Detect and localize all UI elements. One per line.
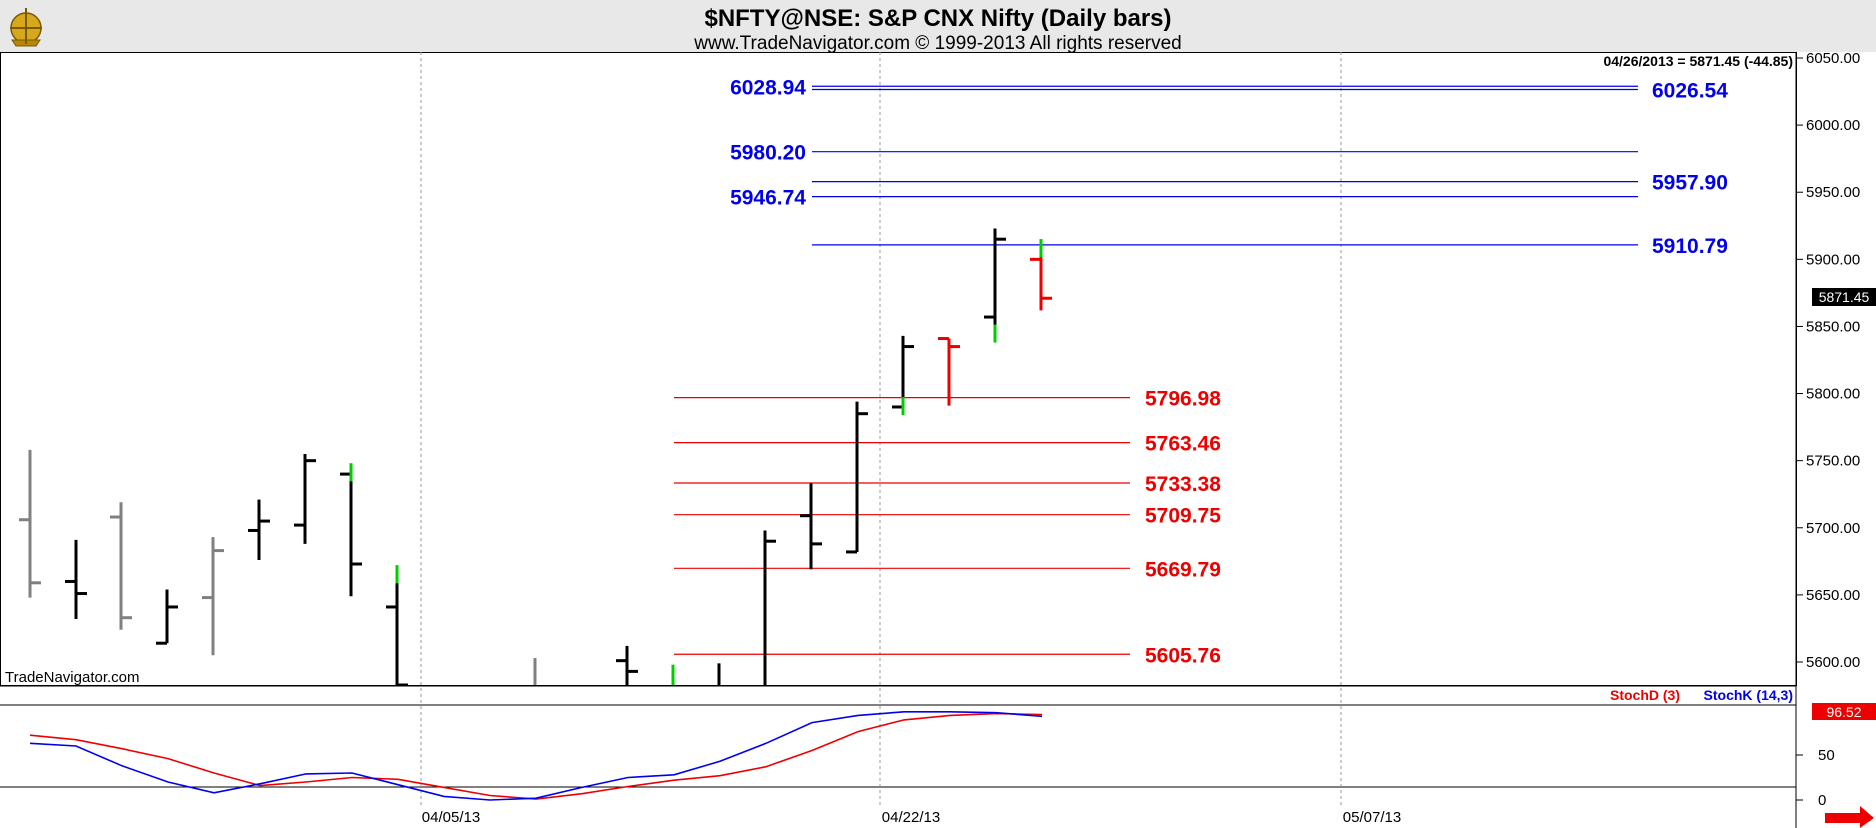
red-level-label: 5669.79 [1145, 558, 1221, 581]
ohlc-bar [340, 463, 362, 597]
vertical-gridlines [420, 52, 1342, 805]
last-price-info: 04/26/2013 = 5871.45 (-44.85) [1603, 53, 1793, 69]
ohlc-bar [1030, 239, 1052, 311]
stoch-series-line [29, 712, 1043, 800]
price-tick-label: 5700.00 [1806, 520, 1860, 537]
ohlc-bar [156, 589, 178, 645]
price-tick-label: 6050.00 [1806, 50, 1860, 67]
price-tick-label: 5950.00 [1806, 184, 1860, 201]
blue-level-label: 6028.94 [730, 76, 806, 99]
fib-levels: 6028.94 6026.54 5980.20 5957.90 5946.74 5910.… [674, 76, 1728, 667]
ohlc-bar [616, 645, 638, 685]
chart-subtitle: www.TradeNavigator.com © 1999-2013 All r… [693, 33, 1181, 54]
ohlc-bar [248, 499, 270, 560]
price-tick-label: 5900.00 [1806, 251, 1860, 268]
stoch-last-tag-bg [1812, 703, 1876, 720]
ohlc-bar [65, 539, 87, 620]
price-tick-label: 6000.00 [1806, 117, 1860, 134]
last-price-tag: 5871.45 [1819, 289, 1870, 305]
ohlc-bar [938, 337, 960, 406]
red-level-label: 5763.46 [1145, 433, 1221, 456]
ohlc-bar [19, 449, 41, 598]
scroll-right-arrow-icon[interactable] [1825, 806, 1874, 828]
blue-level-label: 5946.74 [730, 187, 806, 210]
price-axis: 6050.00 6000.00 5950.00 5900.00 5850.00 5800.… [1796, 50, 1860, 671]
ohlc-bar [202, 537, 224, 656]
price-bars [19, 228, 1052, 687]
red-level-label: 5605.76 [1145, 644, 1221, 667]
stoch-series-line [29, 710, 1043, 801]
blue-level-label: 5980.20 [730, 142, 806, 165]
price-tick-label: 5800.00 [1806, 386, 1860, 403]
date-label-1: 04/05/13 [422, 809, 480, 826]
ohlc-bar [892, 335, 914, 416]
ohlc-bar [110, 502, 132, 630]
stoch-tick-label: 50 [1818, 747, 1835, 764]
blue-level-label: 5957.90 [1652, 172, 1728, 195]
stochastic-panel: 50 0 StochD (3) StochK (14,3) 96.52 [29, 687, 1876, 809]
blue-level-label: 5910.79 [1652, 235, 1728, 258]
price-tick-label: 5600.00 [1806, 654, 1860, 671]
date-label-2: 04/22/13 [882, 809, 940, 826]
red-level-label: 5733.38 [1145, 473, 1221, 496]
ohlc-bar [386, 565, 408, 687]
legend-stochd: StochD (3) [1610, 687, 1680, 703]
watermark: TradeNavigator.com [5, 669, 140, 686]
price-tick-label: 5750.00 [1806, 453, 1860, 470]
ohlc-bar [984, 228, 1006, 343]
compass-logo [10, 8, 42, 47]
header-bar [0, 0, 1876, 52]
plot-frame [0, 52, 1797, 686]
price-tick-label: 5650.00 [1806, 587, 1860, 604]
date-label-3: 05/07/13 [1343, 809, 1401, 826]
price-tick-label: 5850.00 [1806, 318, 1860, 335]
ohlc-bar [763, 530, 776, 685]
red-level-label: 5709.75 [1145, 505, 1221, 528]
blue-level-label: 6026.54 [1652, 79, 1728, 102]
chart-title: $NFTY@NSE: S&P CNX Nifty (Daily bars) [704, 5, 1171, 32]
red-level-label: 5796.98 [1145, 388, 1221, 411]
stoch-tick-label: 0 [1818, 792, 1826, 809]
last-price-tag-bg [1812, 288, 1876, 306]
stoch-last-tag: 96.52 [1826, 704, 1861, 720]
ohlc-bar [294, 453, 316, 544]
ohlc-bar [846, 401, 868, 554]
ohlc-bar [800, 483, 822, 570]
legend-stochk: StochK (14,3) [1704, 687, 1793, 703]
